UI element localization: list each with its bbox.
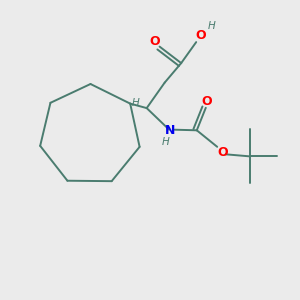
- Text: H: H: [207, 21, 215, 31]
- Text: O: O: [149, 35, 160, 48]
- Text: N: N: [165, 124, 175, 137]
- Text: O: O: [217, 146, 228, 159]
- Text: H: H: [162, 137, 170, 147]
- Text: O: O: [195, 29, 206, 42]
- Text: O: O: [201, 95, 212, 108]
- Text: H: H: [131, 98, 139, 108]
